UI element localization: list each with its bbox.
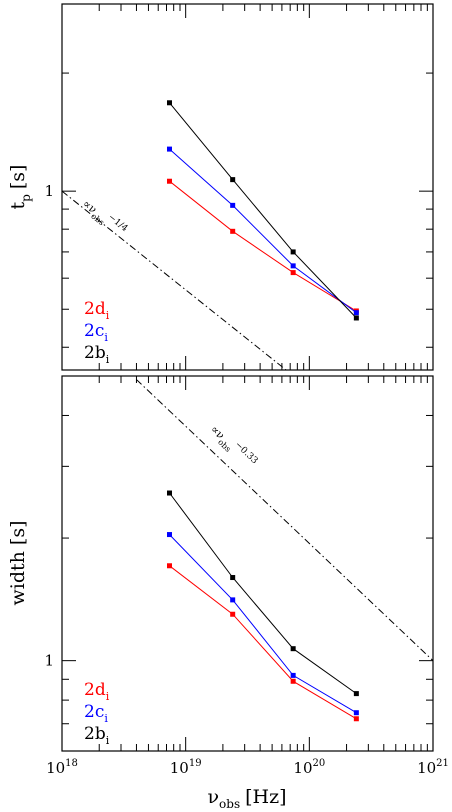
width-reference-label: ∝νobs−0.33 xyxy=(206,421,260,473)
tp-data-point xyxy=(230,228,236,234)
x-tick-label: 1021 xyxy=(417,758,449,777)
width-data-point xyxy=(290,646,296,652)
tp-reference-label: ∝νobs−1/4 xyxy=(78,195,129,241)
tp-series-line-2bi xyxy=(169,102,357,319)
x-tick-label: 1020 xyxy=(293,758,325,777)
x-tick-label: 1019 xyxy=(170,758,202,777)
width-data-point xyxy=(166,563,172,569)
tp-y-tick-label: 1 xyxy=(44,182,54,200)
width-legend-entry: 2di xyxy=(84,680,110,703)
width-y-tick-labels: 1 xyxy=(44,652,54,670)
tp-series-line-2ci xyxy=(169,148,357,314)
tp-data-point xyxy=(290,270,296,276)
tp-reference-line xyxy=(62,190,287,370)
width-data-point xyxy=(353,691,359,697)
width-data-point xyxy=(166,532,172,538)
tp-data-point xyxy=(353,315,359,321)
tp-plot-frame xyxy=(61,3,434,371)
tp-y-tick-labels: 1 xyxy=(44,182,54,200)
tp-data-point xyxy=(166,146,172,152)
width-data-point xyxy=(290,672,296,678)
tp-data-point xyxy=(290,249,296,255)
tp-legend-entry: 2di xyxy=(84,299,110,322)
tp-series xyxy=(166,100,359,321)
width-data-point xyxy=(230,611,236,617)
width-series xyxy=(166,490,359,722)
tp-legend-entry: 2ci xyxy=(84,321,108,344)
width-reference-line xyxy=(136,379,433,662)
x-axis-label: νobs [Hz] xyxy=(207,786,286,811)
width-data-point xyxy=(353,710,359,716)
width-plot-frame xyxy=(61,375,434,752)
tp-y-axis-label: tp[s] xyxy=(7,165,33,210)
width-y-tick-label: 1 xyxy=(44,652,54,670)
width-data-point xyxy=(230,575,236,581)
width-series-line-2di xyxy=(169,565,357,720)
tp-axis-ticks xyxy=(61,3,434,370)
tp-legend-entry: 2bi xyxy=(84,343,110,366)
width-data-point xyxy=(353,716,359,722)
width-series-line-2ci xyxy=(169,534,357,714)
tp-data-point xyxy=(166,178,172,184)
width-legend-entry: 2ci xyxy=(84,702,108,725)
tp-data-point xyxy=(230,177,236,183)
width-legend-entry: 2bi xyxy=(84,724,110,747)
width-axis-ticks xyxy=(61,375,434,752)
x-tick-labels: 1018 1019 1020 1021 xyxy=(46,758,449,777)
width-data-point xyxy=(230,597,236,603)
tp-data-point xyxy=(353,310,359,316)
width-y-axis-label: width [s] xyxy=(7,521,29,606)
width-data-point xyxy=(166,490,172,496)
width-series-line-2bi xyxy=(169,492,357,695)
x-tick-label: 1018 xyxy=(46,758,78,777)
width-data-point xyxy=(290,678,296,684)
tp-data-point xyxy=(290,263,296,269)
tp-data-point xyxy=(166,100,172,106)
tp-data-point xyxy=(230,202,236,208)
tp-series-line-2di xyxy=(169,180,357,312)
